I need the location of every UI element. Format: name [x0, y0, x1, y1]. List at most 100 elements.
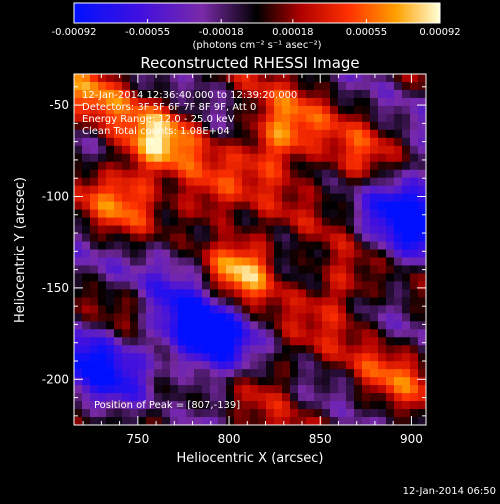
heatmap-cell: [282, 377, 291, 386]
heatmap-cell: [194, 121, 203, 131]
heatmap-cell: [98, 193, 107, 203]
heatmap-cell: [114, 185, 123, 195]
heatmap-cell: [290, 233, 299, 243]
heatmap-cell: [282, 305, 291, 314]
heatmap-cell: [186, 177, 195, 187]
heatmap-cell: [322, 177, 331, 187]
heatmap-cell: [74, 289, 83, 298]
heatmap-cell: [282, 337, 291, 346]
heatmap-cell: [170, 321, 179, 330]
heatmap-cell: [370, 321, 379, 330]
heatmap-cell: [146, 265, 155, 275]
heatmap-cell: [106, 201, 115, 211]
heatmap-cell: [402, 313, 411, 322]
heatmap-cell: [122, 289, 131, 298]
heatmap-cell: [122, 353, 131, 362]
heatmap-cell: [138, 193, 147, 203]
heatmap-cell: [282, 225, 291, 235]
heatmap-cell: [314, 289, 323, 298]
heatmap-cell: [114, 281, 123, 290]
heatmap-cell: [322, 345, 331, 354]
heatmap-cell: [314, 193, 323, 203]
heatmap-cell: [282, 329, 291, 338]
heatmap-cell: [114, 265, 123, 275]
heatmap-cell: [130, 129, 139, 139]
heatmap-cell: [322, 393, 331, 402]
heatmap-cell: [178, 281, 187, 290]
heatmap-cell: [82, 289, 91, 298]
heatmap-cell: [266, 145, 275, 155]
heatmap-cell: [410, 385, 419, 394]
heatmap-cell: [394, 409, 403, 418]
heatmap-cell: [274, 193, 283, 203]
heatmap-cell: [378, 241, 387, 251]
heatmap-cell: [378, 401, 387, 410]
heatmap-cell: [354, 177, 363, 187]
heatmap-cell: [314, 329, 323, 338]
heatmap-cell: [242, 81, 251, 91]
heatmap-cell: [218, 257, 227, 267]
heatmap-cell: [330, 217, 339, 227]
heatmap-cell: [314, 297, 323, 306]
heatmap-cell: [394, 97, 403, 107]
heatmap-cell: [98, 241, 107, 251]
heatmap-cell: [370, 409, 379, 418]
heatmap-cell: [146, 153, 155, 163]
heatmap-cell: [186, 74, 195, 83]
heatmap-cell: [386, 265, 395, 275]
heatmap-cell: [258, 313, 267, 322]
heatmap-cell: [210, 74, 219, 83]
heatmap-cell: [386, 137, 395, 147]
heatmap-cell: [210, 177, 219, 187]
heatmap-cell: [178, 209, 187, 219]
heatmap-cell: [386, 257, 395, 267]
heatmap-cell: [194, 201, 203, 211]
heatmap-cell: [170, 281, 179, 290]
heatmap-cell: [130, 169, 139, 179]
heatmap-cell: [386, 369, 395, 378]
heatmap-cell: [394, 113, 403, 123]
heatmap-cell: [306, 113, 315, 123]
heatmap-cell: [354, 201, 363, 211]
heatmap-cell: [378, 297, 387, 306]
heatmap-cell: [362, 89, 371, 99]
heatmap-cell: [154, 273, 163, 283]
heatmap-cell: [370, 417, 379, 425]
heatmap-cell: [418, 193, 426, 203]
heatmap-cell: [218, 401, 227, 410]
heatmap-cell: [162, 297, 171, 306]
heatmap-cell: [210, 273, 219, 283]
heatmap-cell: [122, 105, 131, 115]
colorbar-tick-label: 0.00055: [346, 27, 387, 38]
heatmap-cell: [346, 313, 355, 322]
heatmap-cell: [418, 177, 426, 187]
heatmap-cell: [146, 241, 155, 251]
heatmap-cell: [290, 209, 299, 219]
heatmap-cell: [82, 153, 91, 163]
heatmap-cell: [386, 177, 395, 187]
heatmap-cell: [114, 89, 123, 99]
heatmap-cell: [146, 201, 155, 211]
heatmap-cell: [402, 97, 411, 107]
heatmap-cell: [74, 313, 83, 322]
heatmap-cell: [330, 74, 339, 83]
heatmap-cell: [354, 217, 363, 227]
heatmap-cell: [394, 393, 403, 402]
heatmap-cell: [386, 153, 395, 163]
heatmap-cell: [114, 74, 123, 83]
heatmap-cell: [178, 353, 187, 362]
heatmap-cell: [226, 113, 235, 123]
heatmap-cell: [194, 129, 203, 139]
heatmap-cell: [418, 97, 426, 107]
heatmap-cell: [210, 121, 219, 131]
heatmap-cell: [314, 305, 323, 314]
heatmap-cell: [394, 169, 403, 179]
heatmap-cell: [210, 233, 219, 243]
heatmap-cell: [186, 161, 195, 171]
heatmap-cell: [114, 105, 123, 115]
heatmap-cell: [178, 385, 187, 394]
heatmap-cell: [242, 297, 251, 306]
heatmap-cell: [82, 337, 91, 346]
heatmap-cell: [274, 385, 283, 394]
heatmap-cell: [186, 353, 195, 362]
